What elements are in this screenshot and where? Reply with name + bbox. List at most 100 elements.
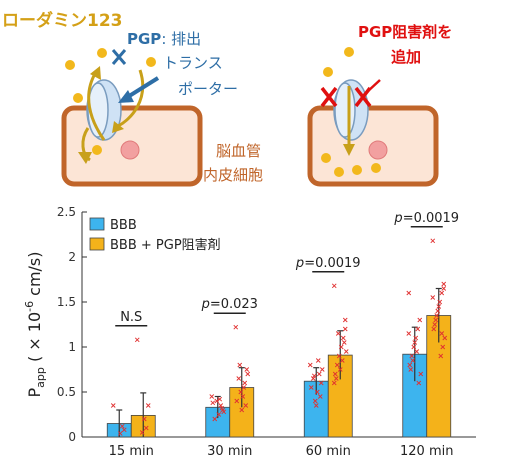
data-point-marker xyxy=(236,376,242,381)
significance-label: p=0.023 xyxy=(201,297,258,312)
uptake-arrowhead xyxy=(343,144,355,156)
data-point-marker xyxy=(310,376,316,381)
data-point-marker xyxy=(117,431,123,436)
data-point-marker xyxy=(414,349,420,354)
data-point-marker xyxy=(242,380,248,386)
significance-label: p=0.0019 xyxy=(393,211,459,226)
data-point-marker xyxy=(308,385,314,390)
data-point-marker xyxy=(243,403,249,408)
data-point-marker xyxy=(441,281,447,287)
data-point-marker xyxy=(212,416,218,422)
data-point-marker xyxy=(341,340,347,345)
data-point-marker xyxy=(406,290,412,296)
data-point-marker xyxy=(338,344,344,350)
rhodamine-dot xyxy=(73,93,83,103)
data-point-marker xyxy=(412,340,418,345)
data-point-marker xyxy=(331,380,337,386)
data-point-marker xyxy=(436,304,442,309)
data-point-marker xyxy=(314,389,320,395)
data-point-marker xyxy=(217,396,223,402)
data-point-marker xyxy=(435,308,441,314)
data-point-marker xyxy=(331,283,337,289)
y-tick-label: 2.5 xyxy=(57,205,76,219)
influx-arrow xyxy=(117,69,145,128)
mechanism-diagram xyxy=(61,47,439,187)
y-tick-label: 1 xyxy=(68,340,76,354)
cell-label-line1: 脳血管 xyxy=(216,142,262,160)
data-point-marker xyxy=(241,385,247,390)
legend-label: BBB xyxy=(110,218,137,233)
data-point-marker xyxy=(240,394,246,399)
pgp-label-line1: PGP: 排出 xyxy=(127,28,201,49)
data-point-marker xyxy=(239,407,245,413)
data-point-marker xyxy=(139,430,145,435)
x-tick-label: 15 min xyxy=(109,444,154,459)
rhodamine-dot xyxy=(352,165,362,175)
data-point-marker xyxy=(439,290,445,296)
cell-label-line2: 内皮細胞 xyxy=(203,166,264,184)
left-cell-nucleus xyxy=(120,140,140,160)
data-point-marker xyxy=(221,409,227,415)
y-tick-label: 1.5 xyxy=(57,295,76,309)
y-tick-label: 2 xyxy=(68,250,76,264)
data-point-marker xyxy=(121,427,127,433)
legend-label: BBB + PGP阻害剤 xyxy=(110,237,221,253)
data-point-marker xyxy=(415,326,421,332)
pgp-label-line2: トランス xyxy=(163,54,223,72)
rhodamine-dot xyxy=(371,163,381,173)
data-point-marker xyxy=(340,335,346,341)
data-point-marker xyxy=(311,373,317,379)
pgp-label-line3: ポーター xyxy=(178,80,239,98)
rhodamine-dot xyxy=(92,145,102,155)
data-point-marker xyxy=(439,331,445,336)
data-point-marker xyxy=(438,353,444,359)
data-point-marker xyxy=(430,238,436,244)
inhibitor-label-line1: PGP阻害剤を xyxy=(358,23,453,41)
data-point-marker xyxy=(411,344,417,350)
data-point-marker xyxy=(244,367,250,372)
rhodamine-dot xyxy=(323,67,333,77)
rhodamine-dot xyxy=(334,167,344,177)
data-point-marker xyxy=(343,349,349,354)
data-point-marker xyxy=(432,322,438,327)
data-point-marker xyxy=(342,317,348,323)
data-point-marker xyxy=(234,398,240,404)
data-point-marker xyxy=(209,394,215,399)
data-point-marker xyxy=(410,358,416,363)
data-point-marker xyxy=(339,358,345,363)
data-point-marker xyxy=(332,371,338,377)
rhodamine-dot xyxy=(146,57,156,67)
x-tick-label: 30 min xyxy=(207,444,252,459)
efflux-arrowhead xyxy=(90,66,101,80)
data-point-marker xyxy=(336,353,342,359)
data-point-marker xyxy=(417,317,423,323)
data-point-marker xyxy=(437,299,443,305)
data-point-marker xyxy=(319,367,325,372)
data-point-marker xyxy=(317,394,323,399)
efflux-arrow xyxy=(87,71,106,141)
y-tick-label: 0 xyxy=(68,430,76,444)
data-point-marker xyxy=(442,335,448,341)
inhibitor-pointer-arrow xyxy=(366,79,381,93)
pgp-label-rest: : 排出 xyxy=(161,30,202,48)
data-point-marker xyxy=(143,425,149,431)
data-point-marker xyxy=(218,403,224,408)
rhodamine-dot xyxy=(321,153,331,163)
right-transporter-front xyxy=(334,82,356,138)
data-point-marker xyxy=(409,353,415,359)
data-point-marker xyxy=(433,317,439,323)
rhodamine-dot xyxy=(97,48,107,58)
data-point-marker xyxy=(110,403,116,408)
data-point-marker xyxy=(430,295,436,300)
data-point-marker xyxy=(210,400,216,406)
y-tick-label: 0.5 xyxy=(57,385,76,399)
data-point-marker xyxy=(431,326,437,332)
data-point-marker xyxy=(145,403,151,408)
legend-swatch xyxy=(89,237,105,251)
pgp-pointer-arrowhead xyxy=(118,90,134,103)
data-point-marker xyxy=(434,313,440,318)
blocked-cross-icon xyxy=(111,49,127,65)
data-point-marker xyxy=(440,344,446,350)
data-point-marker xyxy=(318,380,324,386)
rhodamine-dot xyxy=(344,47,354,57)
